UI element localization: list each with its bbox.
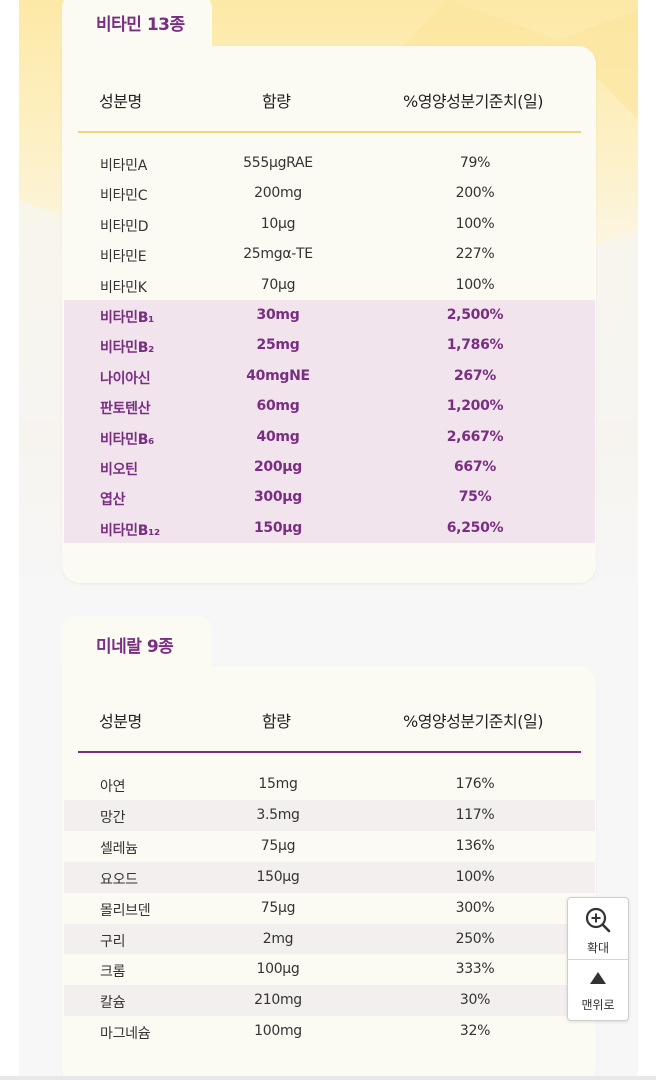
panel-divider <box>568 959 628 960</box>
table-row: 판토텐산 60mg 1,200% <box>64 391 595 422</box>
mineral-section-tab: 미네랄 9종 <box>62 616 212 668</box>
nutrient-name: 비타민K <box>100 279 147 296</box>
nutrient-name: 엽산 <box>100 492 126 509</box>
scroll-top-button[interactable]: 맨위로 <box>568 960 628 1021</box>
table-row: 나이아신 40mgNE 267% <box>64 360 595 392</box>
nutrient-name: 셀레늄 <box>100 840 138 857</box>
table-row: 비타민B₆ 40mg 2,667% <box>64 421 595 452</box>
nutrient-name: 비타민D <box>100 218 149 235</box>
zoom-button[interactable]: 확대 <box>568 898 628 959</box>
nutrient-name: 칼슘 <box>100 995 126 1012</box>
vitamin-section-title: 비타민 13종 <box>96 15 185 35</box>
table-row: 비타민B₂ 25mg 1,786% <box>64 330 595 361</box>
table-row: 망간 3.5mg 117% <box>64 799 595 831</box>
zoom-button-label: 확대 <box>586 941 610 955</box>
vitamin-header-rule <box>78 131 581 133</box>
nutrient-name: 망간 <box>100 809 126 826</box>
header-amount: 함량 <box>262 712 291 731</box>
nutrient-name: 비타민B₆ <box>100 431 154 448</box>
header-percent: %영양성분기준치(일) <box>403 92 543 111</box>
table-row: 비오틴 200μg 667% <box>64 452 595 483</box>
vitamin-section-tab: 비타민 13종 <box>62 0 212 46</box>
header-name: 성분명 <box>99 712 142 731</box>
scroll-top-label: 맨위로 <box>581 998 615 1012</box>
nutrient-name: 요오드 <box>100 871 138 888</box>
nutrient-name: 나이아신 <box>100 370 151 387</box>
nutrient-name: 판토텐산 <box>100 401 151 418</box>
table-row: 비타민K 70μg 100% <box>100 276 495 296</box>
bottom-border <box>0 1076 656 1080</box>
zoom-in-icon <box>585 907 611 933</box>
mineral-table-header: 성분명 함량 %영양성분기준치(일) <box>62 666 596 752</box>
header-percent: %영양성분기준치(일) <box>403 712 543 731</box>
nutrient-name: 몰리브덴 <box>100 902 151 919</box>
nutrient-name: 아연 <box>100 779 126 795</box>
mineral-section-title: 미네랄 9종 <box>96 637 174 657</box>
table-row: 몰리브덴 75μg 300% <box>100 899 495 919</box>
nutrient-name: 마그네슘 <box>100 1026 151 1043</box>
nutrient-name: 비타민B₁ <box>100 310 154 326</box>
table-row: 비타민A 555μgRAE 79% <box>100 155 491 174</box>
table-row: 아연 15mg 176% <box>100 776 495 795</box>
nutrient-name: 비타민C <box>100 188 148 205</box>
nutrient-name: 비타민B₁₂ <box>100 522 160 539</box>
mineral-table-card: 성분명 함량 %영양성분기준치(일) 아연 15mg 176% 망간 3.5mg 117%… <box>62 666 596 1080</box>
table-row: 비타민C 200mg 200% <box>100 185 495 205</box>
vitamin-table-header: 성분명 함량 %영양성분기준치(일) <box>62 46 596 132</box>
header-amount: 함량 <box>262 92 291 111</box>
table-row: 비타민E 25mgα-TE 227% <box>100 246 495 266</box>
floating-action-panel: 확대 맨위로 <box>567 897 629 1021</box>
nutrient-name: 구리 <box>100 933 126 950</box>
table-row: 칼슘 210mg 30% <box>64 985 595 1017</box>
table-row: 엽산 300μg 75% <box>64 482 595 513</box>
header-name: 성분명 <box>99 92 142 111</box>
mineral-header-rule <box>78 751 581 753</box>
table-row: 비타민B₁₂ 150μg 6,250% <box>64 512 595 544</box>
table-row: 마그네슘 100mg 32% <box>100 1023 491 1043</box>
nutrient-name: 비타민B₂ <box>100 340 154 357</box>
nutrient-name: 크롬 <box>100 964 126 981</box>
vitamin-table-card: 성분명 함량 %영양성분기준치(일) 비타민A 555μgRAE 79% 비타민C 20… <box>62 46 596 583</box>
table-row: 비타민D 10μg 100% <box>100 215 495 235</box>
nutrient-name: 비타민A <box>100 158 148 174</box>
nutrient-name: 비오틴 <box>100 462 138 478</box>
table-row: 요오드 150μg 100% <box>64 861 595 893</box>
nutrient-name: 비타민E <box>100 249 147 266</box>
table-row: 비타민B₁ 30mg 2,500% <box>64 300 595 331</box>
table-row: 크롬 100μg 333% <box>100 961 495 981</box>
table-row: 셀레늄 75μg 136% <box>100 837 495 857</box>
triangle-up-icon <box>590 972 606 984</box>
table-row: 구리 2mg 250% <box>64 923 595 955</box>
